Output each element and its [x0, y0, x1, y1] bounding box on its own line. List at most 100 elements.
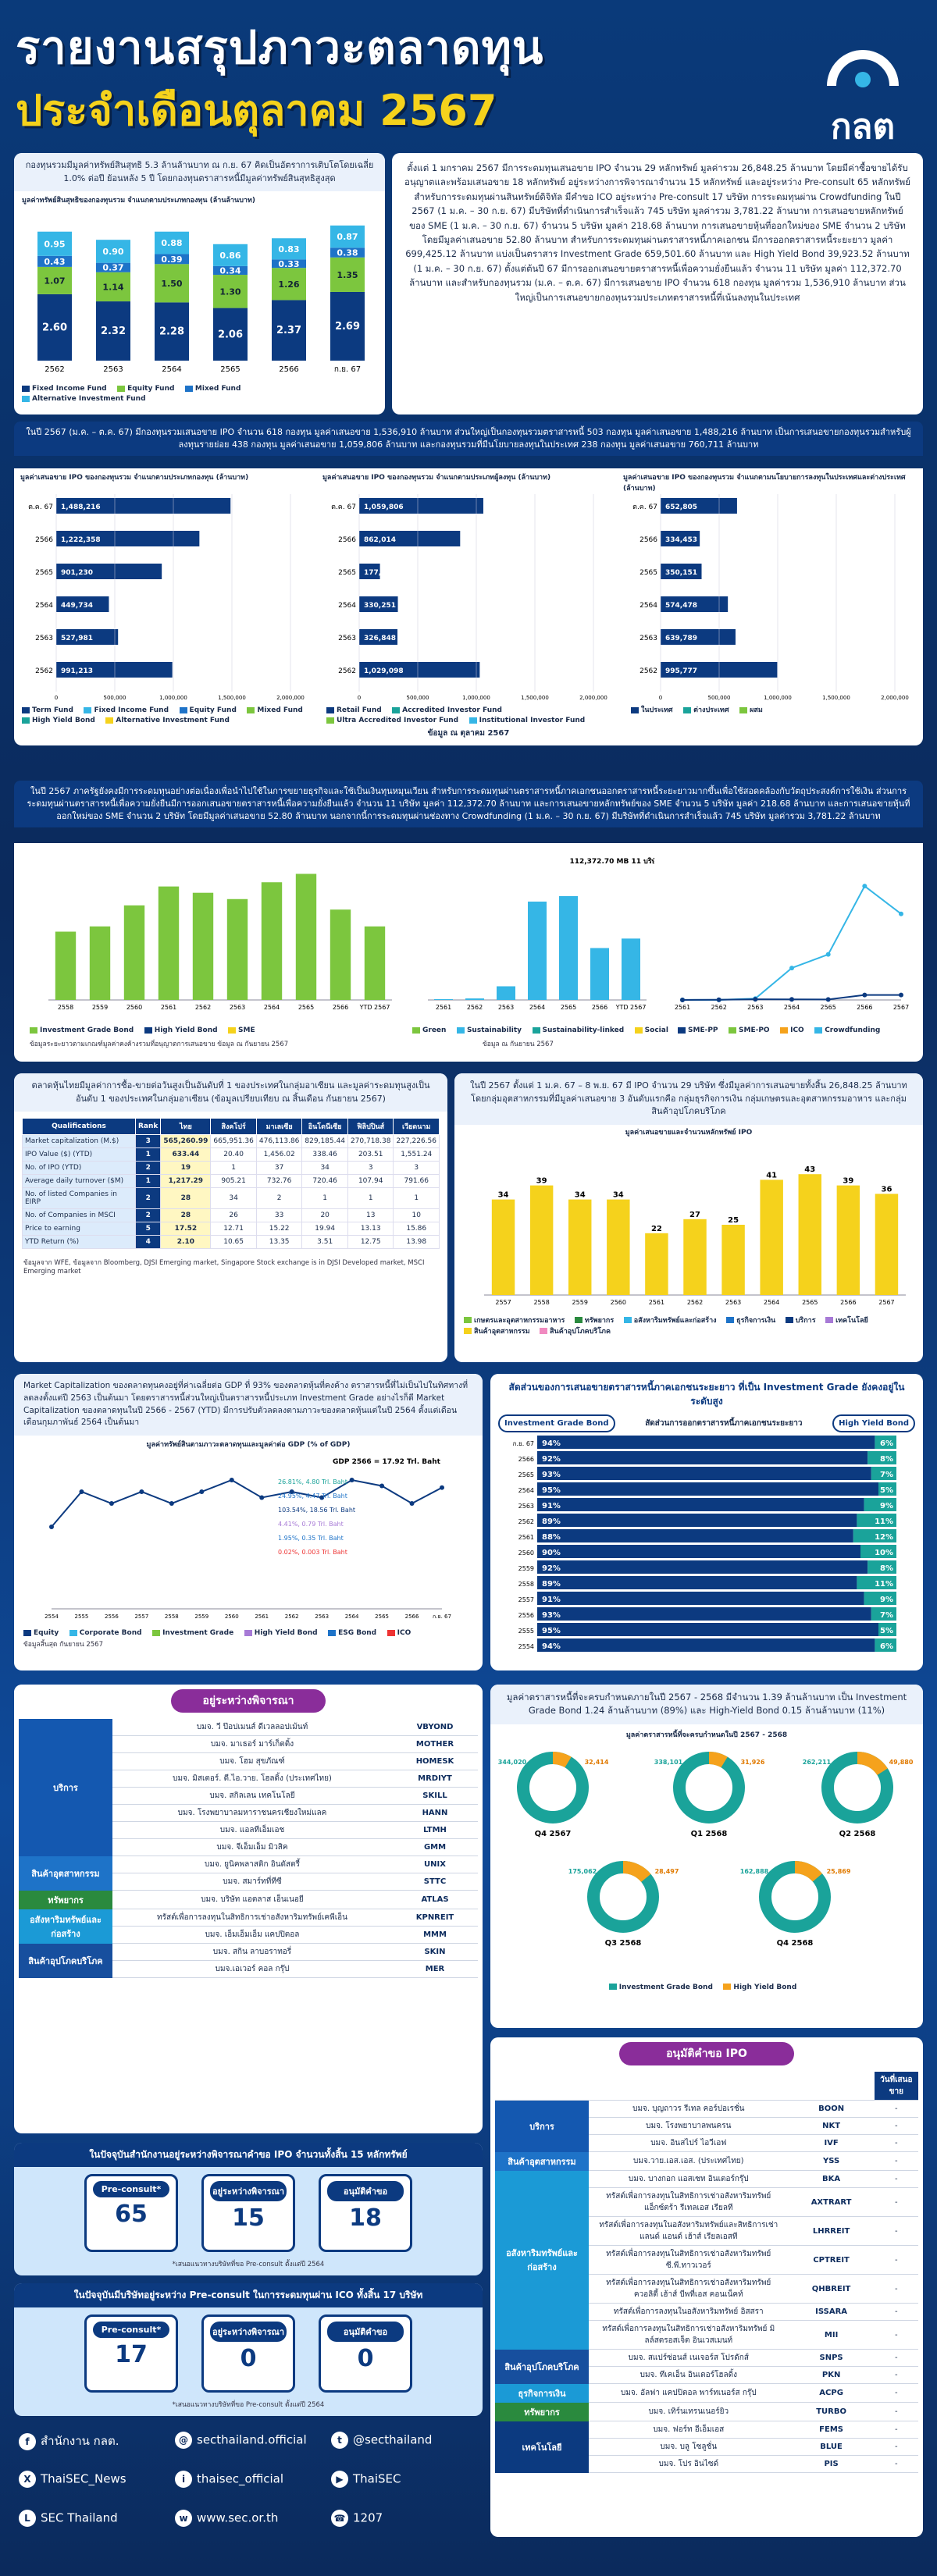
- y-label: 2563: [518, 1503, 534, 1510]
- company-name: ทรัสต์เพื่อการลงทุนในสิทธิการเช่าอสังหาร…: [589, 2187, 789, 2217]
- legend-finance: ธุรกิจการเงิน: [736, 1316, 776, 1325]
- x-label: 2564: [764, 1299, 779, 1306]
- company-row: บมจ. จีเอ็มเอ็ม มิวสิค GMM: [19, 1838, 478, 1856]
- social-icon: w: [175, 2510, 192, 2527]
- footer-contact[interactable]: @ secthailand.official: [175, 2432, 307, 2449]
- ticker-code: QHBREIT: [788, 2274, 875, 2304]
- footer-contact[interactable]: L SEC Thailand: [19, 2510, 118, 2527]
- company-row: ทรัสต์เพื่อการลงทุนในอสังหาริมทรัพย์ อิส…: [495, 2303, 918, 2321]
- overview-text: ตั้งแต่ 1 มกราคม 2567 มีการระดมทุนเสนอขา…: [404, 162, 910, 303]
- company-row: บมจ. ทีเคเอ็น อินเตอร์โฮลดิ้ง PKN -: [495, 2366, 918, 2384]
- x-label: 2554: [45, 1614, 59, 1620]
- offer-date: -: [874, 2349, 918, 2367]
- vbar-label: 25: [728, 1216, 739, 1225]
- y-label: 2562: [338, 667, 356, 675]
- ticker-code: MII: [788, 2320, 875, 2350]
- footer-contact[interactable]: i thaisec_official: [175, 2471, 283, 2488]
- x-label: 2562: [467, 1004, 483, 1011]
- overview-section: ตั้งแต่ 1 มกราคม 2567 มีการระดมทุนเสนอขา…: [392, 153, 923, 415]
- table-cell: 33: [255, 1208, 303, 1222]
- donut-hy: [759, 1860, 831, 1933]
- y-label: 2562: [518, 1518, 534, 1525]
- bond-band: ในปี 2567 ภาครัฐยังคงมีการระดมทุนอย่างต่…: [14, 781, 923, 827]
- nav-section: กองทุนรวมมีมูลค่าทรัพย์สินสุทธิ 5.3 ล้าน…: [14, 153, 385, 415]
- footer-contact[interactable]: ☎ 1207: [331, 2510, 383, 2527]
- footer-contact-text: thaisec_official: [197, 2471, 283, 2486]
- hy-bar-label: 9%: [880, 1502, 893, 1510]
- hy-bar: [871, 1467, 896, 1480]
- ticker-code: GMM: [392, 1838, 478, 1856]
- company-row: บมจ. สกิลเลน เทคโนโลยี SKILL: [19, 1787, 478, 1805]
- x-label: 2566: [840, 1299, 856, 1306]
- card-value: 18: [349, 2204, 382, 2232]
- donut-hy-value: 32,414: [585, 1759, 609, 1766]
- vbar-label: 34: [575, 1190, 586, 1199]
- category-cell: ธุรกิจการเงิน: [495, 2383, 589, 2403]
- hbar: [359, 662, 480, 678]
- company-name: บมจ. ยูนิคพลาสติก อินดัสตรี้: [112, 1856, 392, 1873]
- hy-bar: [860, 1545, 896, 1558]
- ticker-code: SNPS: [788, 2349, 875, 2367]
- legend-hyb: High Yield Bond: [154, 1026, 218, 1034]
- x-label: 2559: [92, 1004, 108, 1011]
- footer-contact[interactable]: X ThaiSEC_News: [19, 2471, 126, 2488]
- social-icon: X: [19, 2471, 36, 2488]
- hbar-label: 862,014: [364, 536, 396, 544]
- card-value: 0: [357, 2345, 374, 2372]
- table-cell: 1,551.24: [393, 1147, 440, 1162]
- table-cell: 5: [134, 1222, 162, 1236]
- y-label: 2561: [518, 1534, 534, 1541]
- esg-note: ข้อมูล ณ กันยายน 2567: [483, 1041, 554, 1048]
- approved-table: วันที่เสนอขาย บริการ บมจ. บุญถาวร รีเทล คอ…: [495, 2072, 918, 2473]
- social-icon: ▶: [331, 2471, 348, 2488]
- company-row: อสังหาริมทรัพย์และก่อสร้าง บมจ. บางกอก แอ…: [495, 2170, 918, 2350]
- footer-contact[interactable]: f สำนักงาน กลต.: [19, 2432, 119, 2450]
- x-tick: 1,000,000: [159, 695, 187, 701]
- hy-bar: [878, 1482, 896, 1496]
- hbar-label: 995,777: [665, 667, 697, 675]
- nav-bar-segment: [155, 302, 189, 361]
- table-cell: 15.22: [255, 1222, 303, 1236]
- offer-date: -: [874, 2274, 918, 2304]
- bond-legend: Investment Grade Bond High Yield Bond SM…: [30, 1024, 263, 1034]
- company-name: บมจ. เทิร์นเทรนเนอร์ยิว: [589, 2402, 789, 2421]
- hbar: [661, 629, 736, 645]
- bond-text: ในปี 2567 ภาครัฐยังคงมีการระดมทุนอย่างต่…: [14, 781, 923, 827]
- legend-uai: Ultra Accredited Investor Fund: [337, 717, 459, 724]
- ig-title: สัดส่วนของการเสนอขายตราสารหนี้ภาคเอกชนระ…: [508, 1382, 905, 1407]
- esg-legend: Green Sustainability Sustainability-link…: [412, 1024, 676, 1034]
- footer-contact[interactable]: w www.sec.or.th: [175, 2510, 278, 2527]
- ipo-industry-text: ในปี 2567 ตั้งแต่ 1 ม.ค. 67 – 8 พ.ย. 67 …: [454, 1073, 923, 1125]
- hy-bar-label: 11%: [875, 1580, 893, 1589]
- legend-smepo: SME-PO: [739, 1026, 770, 1034]
- donut-ig-value: 162,888: [740, 1868, 769, 1875]
- ticker-code: TURBO: [788, 2402, 875, 2421]
- table-header: ฟิลิปปินส์: [347, 1118, 394, 1135]
- hbar: [56, 498, 231, 514]
- ticker-code: SKILL: [392, 1787, 478, 1805]
- ticker-code: ISSARA: [788, 2303, 875, 2321]
- nav-x-label: 2564: [162, 365, 181, 374]
- legend-domestic: ในประเทศ: [641, 706, 673, 714]
- footer-contact[interactable]: ▶ ThaiSEC: [331, 2471, 401, 2488]
- y-label: 2562: [35, 667, 53, 675]
- ico-status-section: ในปัจจุบันมีบริษัทอยู่ระหว่าง Pre-consul…: [14, 2283, 483, 2416]
- hbar-label: 639,789: [665, 635, 697, 642]
- series-annotation: 4.41%, 0.79 Trl. Baht: [278, 1521, 344, 1528]
- table-cell: 10.65: [210, 1235, 257, 1249]
- nav-bar-label: 2.28: [159, 326, 184, 338]
- hbar-label: 334,453: [665, 536, 697, 544]
- table-cell: 203.51: [347, 1147, 394, 1162]
- donut-ig: [673, 1751, 745, 1823]
- footer-contact[interactable]: t @secthailand: [331, 2432, 432, 2449]
- ipo-status-note: *เสนอแนวทางบริษัทที่ขอ Pre-consult ตั้งแ…: [172, 2261, 325, 2268]
- table-cell: 791.66: [393, 1174, 440, 1188]
- donut-hy-value: 25,869: [827, 1868, 851, 1875]
- y-label: 2566: [338, 536, 356, 544]
- table-header: สิงคโปร์: [210, 1118, 257, 1135]
- company-row: บมจ.เอเวอร์ คอล กรุ๊ป MER: [19, 1960, 478, 1978]
- x-label: 2565: [820, 1004, 835, 1011]
- hy-bar-label: 6%: [880, 1439, 893, 1448]
- mcap-legend: Equity Corporate Bond Investment Grade H…: [14, 1627, 483, 1637]
- hy-bar-label: 10%: [875, 1549, 893, 1557]
